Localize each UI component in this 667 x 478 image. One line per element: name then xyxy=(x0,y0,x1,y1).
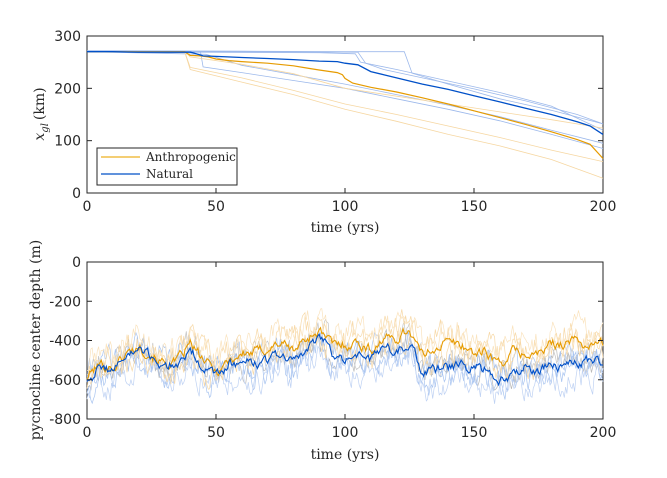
top-xtick-label: 200 xyxy=(590,199,617,215)
bottom-xtick-label: 0 xyxy=(83,425,92,441)
bottom-xtick-label: 200 xyxy=(590,425,617,441)
legend-label-natural: Natural xyxy=(146,167,193,181)
top-natural-mean-line xyxy=(87,51,604,135)
top-natural-ensemble-line xyxy=(86,50,604,125)
top-natural-ensemble-line xyxy=(86,51,604,144)
top-anthropogenic-ensemble-line xyxy=(87,51,604,129)
top-ytick-label: 100 xyxy=(54,134,81,150)
bottom-ytick-label: 0 xyxy=(72,255,81,271)
bottom-ensemble-line xyxy=(86,323,604,390)
bottom-ensemble-line xyxy=(86,333,604,405)
top-ylabel-main: x xyxy=(32,133,48,141)
top-panel: 0 50 100 150 200 0 100 200 300 time (yrs) xgl (km… xyxy=(32,29,616,236)
top-ytick-label: 0 xyxy=(72,186,81,202)
bottom-ensemble-line xyxy=(86,343,604,404)
top-ylabel: xgl (km) xyxy=(32,87,51,140)
bottom-ensemble-layer xyxy=(86,308,604,405)
bottom-ensemble-line xyxy=(86,309,604,380)
top-natural-ensemble-line xyxy=(86,51,604,149)
bottom-ytick-label: -600 xyxy=(49,373,81,389)
bottom-ytick-label: -200 xyxy=(49,294,81,310)
bottom-ytick-label: -800 xyxy=(49,412,81,428)
legend-box xyxy=(96,147,238,186)
top-natural-ensemble-line xyxy=(86,50,604,125)
legend-label-anthropogenic: Anthropogenic xyxy=(145,150,236,164)
top-anthropogenic-ensemble-line xyxy=(86,51,604,179)
top-ytick-label: 200 xyxy=(54,81,81,97)
bottom-ylabel: pycnocline center depth (m) xyxy=(28,240,44,440)
top-xtick-label: 0 xyxy=(83,199,92,215)
bottom-xtick-label: 100 xyxy=(332,425,359,441)
bottom-panel: 0 50 100 150 200 -800 -600 -400 -200 0 time (yrs)… xyxy=(28,240,616,463)
top-anthropogenic-ensemble-line xyxy=(86,51,604,162)
bottom-xtick-label: 50 xyxy=(207,425,225,441)
top-xlabel: time (yrs) xyxy=(311,220,380,236)
bottom-xlabel: time (yrs) xyxy=(311,447,380,463)
top-xtick-label: 50 xyxy=(207,199,225,215)
legend: Anthropogenic Natural xyxy=(96,147,238,186)
bottom-anthropogenic-line xyxy=(86,326,604,380)
top-xtick-label: 100 xyxy=(332,199,359,215)
top-anthropogenic-mean-line xyxy=(87,51,604,159)
bottom-ensemble-line xyxy=(86,308,604,371)
top-ticks: 0 50 100 150 200 0 100 200 300 xyxy=(54,29,616,215)
top-ylabel-sub: gl xyxy=(40,123,51,133)
bottom-natural-line xyxy=(86,333,604,387)
top-ytick-label: 300 xyxy=(54,29,81,45)
bottom-series-layer xyxy=(86,326,604,387)
top-series-layer xyxy=(87,51,604,159)
bottom-xtick-label: 150 xyxy=(461,425,488,441)
top-natural-ensemble-line xyxy=(86,51,604,131)
top-ylabel-unit: (km) xyxy=(32,87,48,120)
bottom-ticks: 0 50 100 150 200 -800 -600 -400 -200 0 xyxy=(49,255,616,441)
bottom-ytick-label: -400 xyxy=(49,334,81,350)
top-xtick-label: 150 xyxy=(461,199,488,215)
